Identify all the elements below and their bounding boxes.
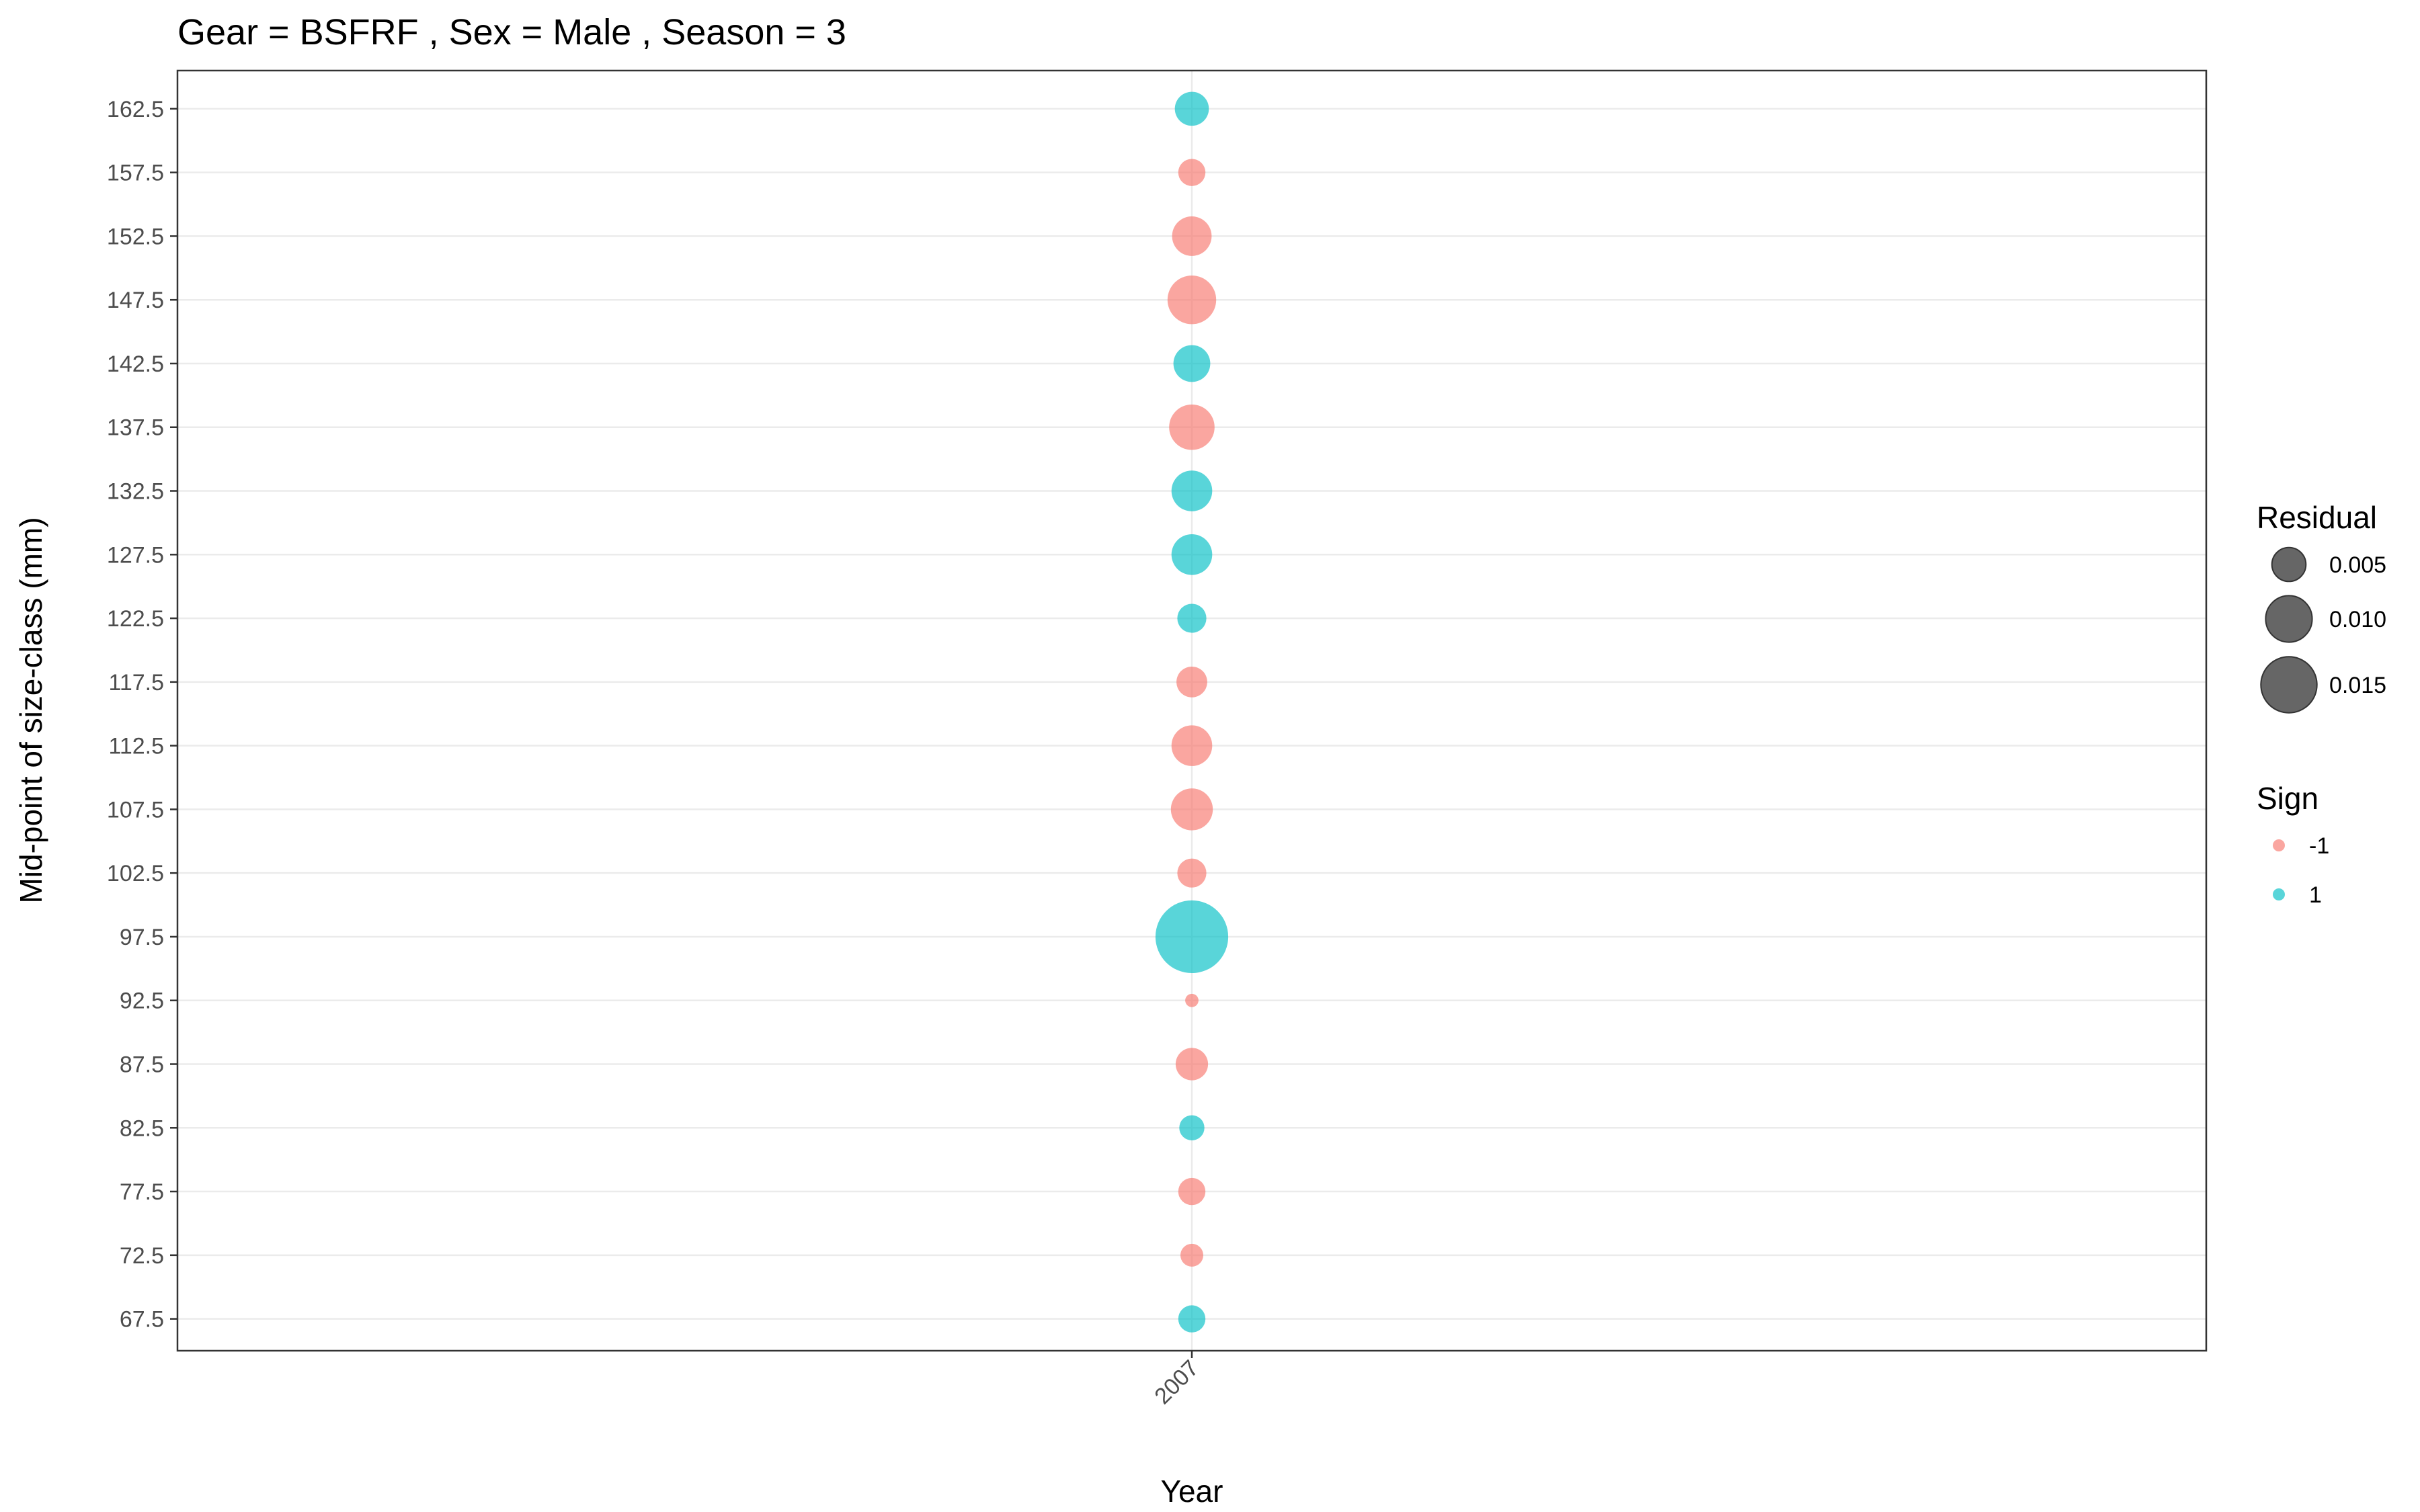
data-point: [1185, 993, 1199, 1007]
data-points: [1155, 91, 1229, 1333]
data-point: [1180, 1243, 1203, 1267]
y-tick-label: 132.5: [107, 479, 164, 505]
x-axis-title: Year: [1161, 1474, 1223, 1509]
y-tick-label: 107.5: [107, 797, 164, 823]
color-legend: Sign -1 1: [2257, 781, 2329, 908]
data-point: [1179, 1115, 1205, 1140]
grid-lines: [177, 71, 2206, 1351]
data-point: [1169, 404, 1215, 450]
data-point: [1167, 275, 1217, 325]
color-legend-label: 1: [2309, 882, 2322, 908]
y-tick-label: 72.5: [120, 1243, 164, 1269]
y-tick-label: 97.5: [120, 925, 164, 950]
data-point: [1155, 900, 1229, 974]
y-tick-label: 67.5: [120, 1307, 164, 1333]
y-tick-label: 92.5: [120, 989, 164, 1014]
y-tick-label: 152.5: [107, 224, 164, 249]
y-tick-label: 137.5: [107, 415, 164, 441]
y-tick-label: 122.5: [107, 606, 164, 632]
color-legend-label: -1: [2309, 833, 2329, 859]
data-point: [1176, 666, 1207, 698]
y-tick-label: 157.5: [107, 161, 164, 186]
y-tick-label: 117.5: [108, 670, 164, 696]
y-tick-label: 82.5: [120, 1116, 164, 1141]
data-point: [1171, 725, 1213, 766]
size-legend-key: [2265, 595, 2313, 643]
y-tick-label: 87.5: [120, 1052, 164, 1078]
data-point: [1178, 1305, 1206, 1333]
size-legend-key: [2271, 546, 2307, 583]
size-legend-key: [2260, 656, 2318, 714]
size-legend: Residual 0.005 0.010 0.015: [2257, 500, 2386, 714]
size-legend-title: Residual: [2257, 500, 2377, 535]
y-axis-title: Mid-point of size-class (mm): [13, 517, 48, 903]
y-tick-label: 127.5: [107, 542, 164, 568]
data-point: [1177, 603, 1207, 633]
data-point: [1178, 1177, 1206, 1206]
y-tick-label: 147.5: [107, 288, 164, 313]
x-tick-label: 2007: [1150, 1355, 1203, 1409]
data-point: [1170, 788, 1213, 831]
size-legend-label: 0.010: [2329, 607, 2386, 632]
data-point: [1171, 534, 1213, 575]
data-point: [1172, 216, 1212, 256]
y-tick-label: 77.5: [120, 1179, 164, 1205]
color-legend-key: [2273, 888, 2285, 900]
data-point: [1177, 858, 1207, 888]
color-legend-key: [2273, 839, 2285, 851]
x-axis: 2007: [1150, 1351, 1204, 1409]
data-point: [1175, 1048, 1209, 1081]
y-axis: 67.5 72.5 77.5 82.5 87.5 92.5 97.5 102.5 107.5 11…: [107, 97, 177, 1333]
size-legend-label: 0.005: [2329, 552, 2386, 578]
y-tick-label: 142.5: [107, 351, 164, 377]
data-point: [1173, 345, 1211, 382]
data-point: [1178, 159, 1206, 186]
data-point: [1171, 470, 1213, 511]
y-tick-label: 112.5: [108, 734, 164, 759]
color-legend-title: Sign: [2257, 781, 2318, 816]
size-legend-label: 0.015: [2329, 673, 2386, 698]
y-tick-label: 162.5: [107, 97, 164, 122]
chart-title: Gear = BSFRF , Sex = Male , Season = 3: [177, 12, 846, 52]
y-tick-label: 102.5: [107, 861, 164, 886]
data-point: [1174, 91, 1209, 126]
